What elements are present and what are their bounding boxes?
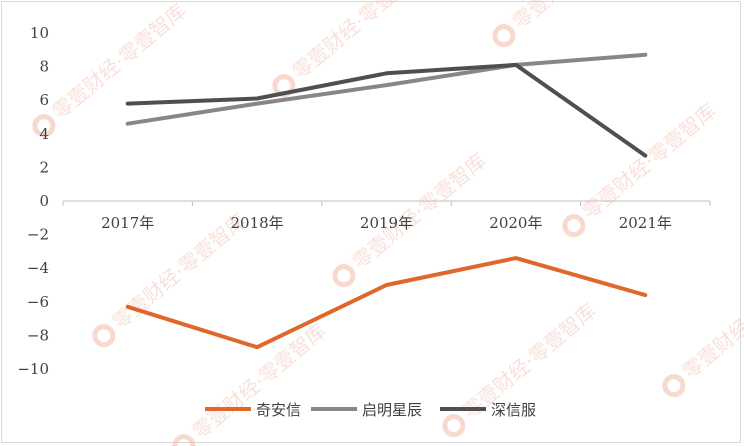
watermark-text: 零壹财经·零壹智库 [578, 99, 721, 224]
watermark-logo-icon [492, 24, 516, 48]
x-tick-label: 2019年 [360, 214, 413, 232]
watermark-text: 零壹财经·零壹智库 [678, 259, 744, 384]
series-line-3 [125, 62, 648, 158]
y-tick-label: −6 [27, 293, 49, 311]
x-tick-label: 2017年 [101, 214, 154, 232]
watermark-logo-icon [92, 324, 116, 348]
y-tick-label: 6 [39, 91, 49, 109]
y-tick-label: 4 [39, 125, 49, 143]
watermark-text: 零壹财经·零壹智库 [508, 0, 651, 34]
legend-label: 奇安信 [256, 401, 301, 419]
x-tick-label: 2018年 [231, 214, 284, 232]
axes-layer: 10 8 6 4 2 0 −2 −4 −6 −8 −10 2017年 2018年 2019年 2020年 20… [17, 24, 711, 378]
y-tick-label: 0 [39, 192, 49, 210]
y-tick-label: 10 [30, 24, 49, 42]
y-tick-label: 8 [39, 58, 49, 76]
watermark-text: 零壹财经·零壹智库 [188, 319, 331, 444]
y-tick-label: −10 [17, 360, 49, 378]
y-tick-label: 2 [39, 158, 49, 176]
legend-label: 深信服 [491, 401, 536, 419]
watermark-logo-icon [662, 374, 686, 398]
watermark-text: 零壹财经·零壹智库 [48, 0, 191, 124]
x-tick-label: 2021年 [619, 214, 672, 232]
series-line-2 [125, 52, 648, 126]
y-tick-label: −8 [27, 326, 49, 344]
legend: 奇安信 启明星辰 深信服 [205, 401, 536, 419]
legend-label: 启明星辰 [362, 401, 422, 419]
series-line-1 [125, 256, 648, 350]
watermark: 零壹财经·零壹智库 [492, 0, 651, 48]
watermark-text: 零壹财经·零壹智库 [348, 149, 491, 274]
watermark-logo-icon [442, 414, 466, 438]
x-tick-label: 2020年 [489, 214, 542, 232]
y-tick-label: −2 [27, 226, 49, 244]
series-layer [125, 52, 648, 350]
watermark-logo-icon [172, 434, 196, 446]
watermark: 零壹财经·零壹智库 [272, 0, 431, 98]
watermark: 零壹财经·零壹智库 [662, 259, 744, 398]
watermark: 零壹财经·零壹智库 [172, 319, 331, 446]
watermark-logo-icon [332, 264, 356, 288]
watermark-logo-icon [562, 214, 586, 238]
watermark-logo-icon [32, 114, 56, 138]
y-tick-label: −4 [27, 259, 49, 277]
